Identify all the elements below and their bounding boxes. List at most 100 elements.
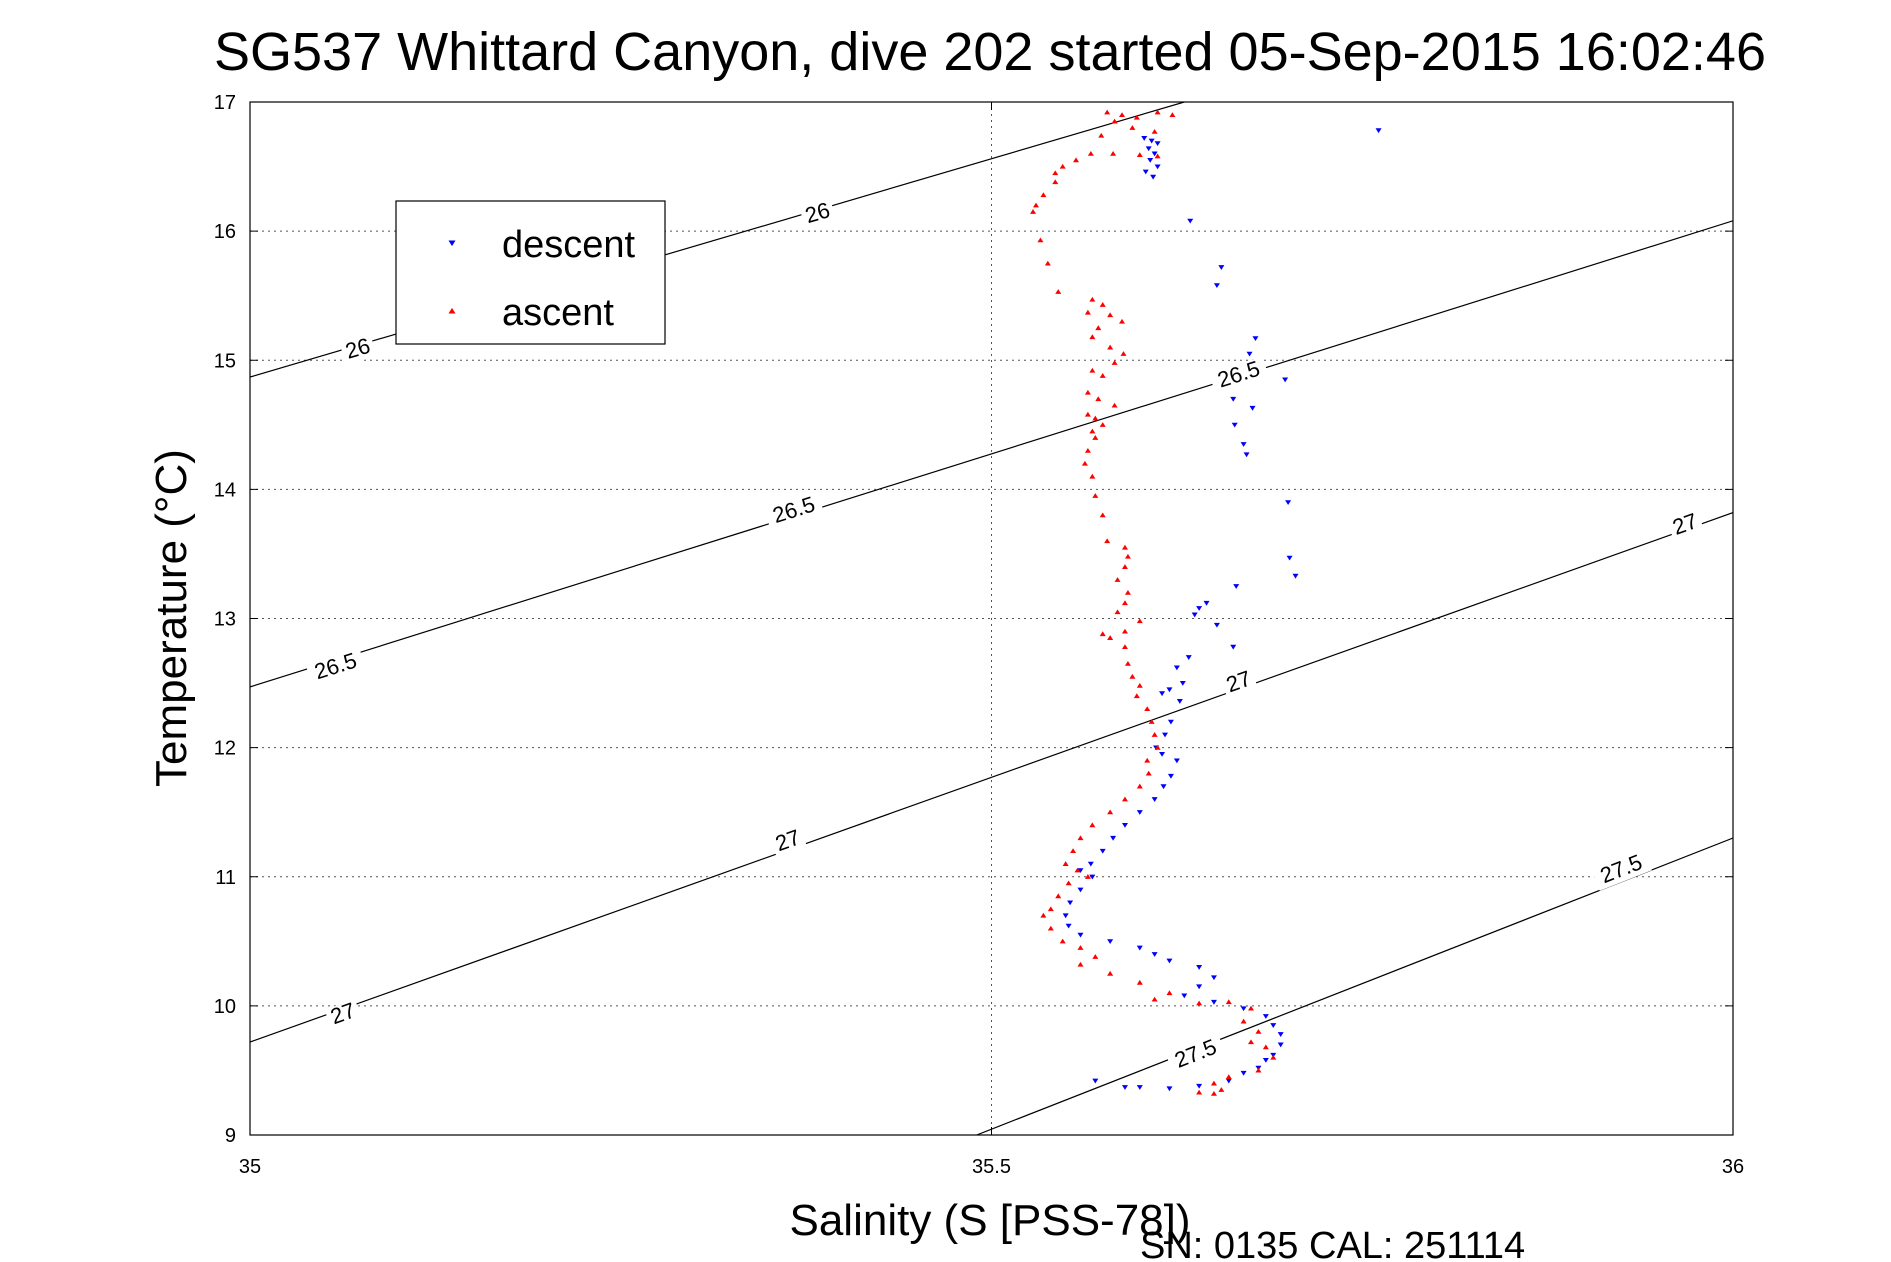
descent-point (1285, 500, 1292, 505)
descent-point (1087, 861, 1094, 867)
ascent-point (1044, 260, 1051, 266)
ascent-point (1107, 809, 1114, 815)
ascent-point (1047, 906, 1054, 912)
descent-point (1121, 1085, 1128, 1090)
density-contour-label: 26.5 (1214, 356, 1262, 393)
ascent-point (1084, 874, 1091, 879)
ascent-point (1104, 109, 1111, 115)
density-contour-line (250, 220, 1733, 688)
ascent-point (1136, 979, 1143, 985)
descent-point (1166, 1086, 1173, 1092)
ascent-point (1121, 796, 1128, 802)
descent-point (1107, 939, 1114, 945)
ascent-point (1040, 192, 1047, 198)
descent-point (1092, 1078, 1099, 1084)
descent-point (1062, 913, 1069, 919)
descent-point (1191, 612, 1198, 618)
ascent-point (1154, 153, 1161, 159)
data-points (1030, 109, 1382, 1096)
ascent-point (1047, 925, 1054, 931)
descent-point (1162, 732, 1169, 738)
ascent-point (1032, 202, 1039, 208)
descent-point (1136, 810, 1143, 815)
descent-series (1062, 128, 1382, 1092)
descent-point (1154, 141, 1161, 147)
ascent-point (1055, 893, 1062, 899)
descent-point (1210, 999, 1217, 1005)
descent-point (1187, 218, 1194, 224)
y-axis-label: Temperature (°C) (147, 449, 196, 787)
serial-calibration-label: SN: 0135 CAL: 251114 (1140, 1225, 1525, 1262)
descent-point (1173, 665, 1180, 671)
ascent-point (1084, 389, 1091, 395)
ascent-point (1225, 1074, 1232, 1079)
descent-point (1159, 691, 1166, 697)
ascent-point (1210, 1080, 1217, 1086)
ascent-point (1052, 170, 1059, 176)
descent-point (1196, 1083, 1203, 1089)
legend-label-descent: descent (502, 224, 636, 266)
ascent-point (1255, 1029, 1262, 1034)
ascent-point (1121, 564, 1128, 569)
descent-point (1213, 283, 1220, 289)
descent-point (1233, 584, 1240, 589)
ascent-point (1262, 1044, 1269, 1050)
descent-point (1136, 1085, 1143, 1090)
descent-point (1277, 1042, 1284, 1048)
ascent-point (1151, 128, 1158, 134)
ascent-point (1062, 861, 1069, 866)
descent-point (1173, 758, 1180, 764)
y-tick-label: 10 (214, 996, 236, 1018)
ascent-point (1166, 990, 1173, 996)
ascent-point (1107, 635, 1114, 640)
descent-point (1292, 573, 1299, 579)
ascent-point (1104, 538, 1111, 544)
y-tick-label: 17 (214, 92, 236, 114)
descent-point (1150, 174, 1157, 180)
ascent-point (1136, 783, 1143, 789)
ascent-point (1144, 757, 1151, 763)
descent-point (1249, 405, 1256, 411)
ascent-point (1248, 1005, 1255, 1011)
ascent-point (1270, 1054, 1277, 1060)
ascent-point (1196, 1000, 1203, 1006)
descent-point (1277, 1032, 1284, 1037)
descent-point (1166, 687, 1173, 693)
ascent-point (1114, 577, 1121, 582)
ascent-point (1121, 644, 1128, 650)
ascent-point (1037, 237, 1044, 243)
y-axis-ticks: 9 10 11 12 13 14 15 16 17 (214, 92, 1733, 1147)
descent-point (1231, 422, 1238, 428)
x-axis-label: Salinity (S [PSS-78]) (789, 1196, 1190, 1245)
ascent-point (1154, 744, 1161, 750)
ascent-point (1114, 609, 1121, 615)
descent-point (1252, 336, 1259, 341)
descent-point (1136, 945, 1143, 951)
ascent-point (1124, 553, 1131, 559)
ascent-point (1121, 544, 1128, 550)
ascent-point (1095, 325, 1102, 331)
ascent-series (1030, 109, 1277, 1096)
descent-point (1176, 699, 1183, 704)
ascent-point (1121, 600, 1128, 606)
ascent-point (1110, 150, 1117, 156)
ascent-point (1124, 589, 1131, 595)
ascent-point (1148, 719, 1155, 724)
ascent-point (1129, 125, 1136, 130)
descent-point (1282, 377, 1289, 383)
ascent-point (1092, 415, 1099, 421)
density-contour-label: 26.5 (311, 648, 359, 685)
density-contour-label-bg (1220, 667, 1258, 699)
descent-point (1270, 1023, 1277, 1028)
ascent-point (1073, 157, 1080, 163)
ascent-point (1107, 970, 1114, 976)
descent-point (1185, 655, 1192, 660)
ascent-point (1092, 954, 1099, 959)
legend-label-ascent: ascent (502, 292, 614, 334)
ascent-point (1119, 112, 1126, 118)
y-tick-label: 11 (215, 867, 236, 889)
ascent-point (1089, 367, 1096, 373)
descent-point (1145, 146, 1152, 152)
ascent-point (1098, 132, 1105, 138)
descent-point (1230, 396, 1237, 402)
